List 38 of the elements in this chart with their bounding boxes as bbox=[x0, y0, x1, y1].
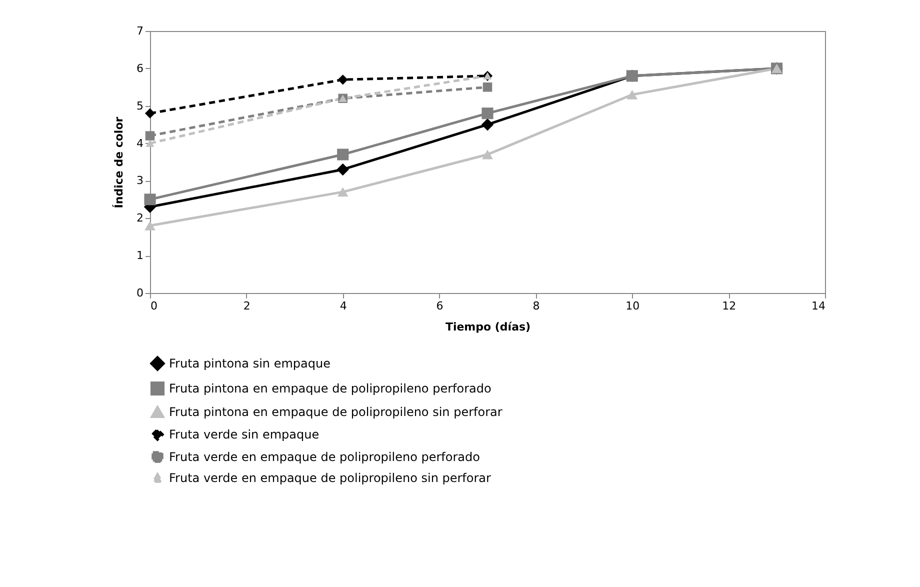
point bbox=[482, 108, 494, 120]
y-tick-label: 3 bbox=[136, 174, 144, 188]
y-tick-label: 0 bbox=[136, 286, 144, 300]
x-axis-title: Tiempo (días) bbox=[445, 320, 531, 334]
y-tick-label: 7 bbox=[136, 24, 144, 38]
point bbox=[144, 194, 156, 206]
point bbox=[482, 150, 493, 160]
y-tick-label: 2 bbox=[136, 212, 144, 225]
legend-label: Fruta pintona sin empaque bbox=[169, 356, 330, 370]
legend-label: Fruta verde sin empaque bbox=[169, 428, 320, 442]
point bbox=[337, 148, 349, 160]
x-tick-label: 12 bbox=[722, 300, 736, 312]
y-tick-label: 6 bbox=[136, 62, 144, 75]
x-tick-label: 8 bbox=[532, 300, 540, 312]
point bbox=[481, 118, 494, 131]
legend-label: Fruta pintona en empaque de polipropileno sin perforar bbox=[169, 405, 502, 419]
y-axis-title: Índice de color bbox=[112, 116, 126, 208]
y-tick-label: 5 bbox=[136, 99, 144, 112]
legend-label: Fruta verde en empaque de polipropileno perforado bbox=[169, 450, 480, 464]
point bbox=[336, 163, 349, 176]
legend-label: Fruta pintona en empaque de polipropileno perforado bbox=[169, 382, 492, 396]
point bbox=[144, 220, 156, 230]
point bbox=[337, 187, 348, 197]
x-tick-label: 4 bbox=[340, 300, 347, 312]
point bbox=[145, 131, 155, 140]
point bbox=[146, 140, 154, 147]
point bbox=[482, 82, 492, 92]
legend-label: Fruta verde en empaque de polipropileno sin perforar bbox=[169, 471, 492, 485]
x-tick-label: 0 bbox=[150, 300, 158, 312]
point bbox=[626, 90, 638, 100]
point bbox=[144, 108, 156, 118]
y-tick-label: 1 bbox=[136, 249, 144, 262]
y-tick-label: 4 bbox=[136, 136, 144, 150]
x-tick-label: 14 bbox=[812, 300, 826, 312]
x-tick-label: 2 bbox=[243, 300, 250, 312]
x-tick-label: 10 bbox=[626, 300, 640, 312]
point bbox=[338, 74, 348, 85]
x-tick-label: 6 bbox=[436, 300, 444, 312]
